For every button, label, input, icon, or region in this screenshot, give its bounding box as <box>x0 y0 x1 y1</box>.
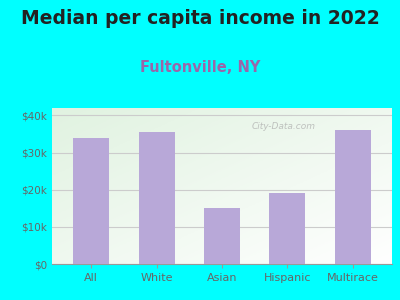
Text: Median per capita income in 2022: Median per capita income in 2022 <box>21 9 379 28</box>
Bar <box>73 138 109 264</box>
Bar <box>204 208 240 264</box>
Bar <box>139 132 174 264</box>
Text: Fultonville, NY: Fultonville, NY <box>140 60 260 75</box>
Bar <box>335 130 371 264</box>
Text: City-Data.com: City-Data.com <box>251 122 315 131</box>
Bar <box>270 194 305 264</box>
